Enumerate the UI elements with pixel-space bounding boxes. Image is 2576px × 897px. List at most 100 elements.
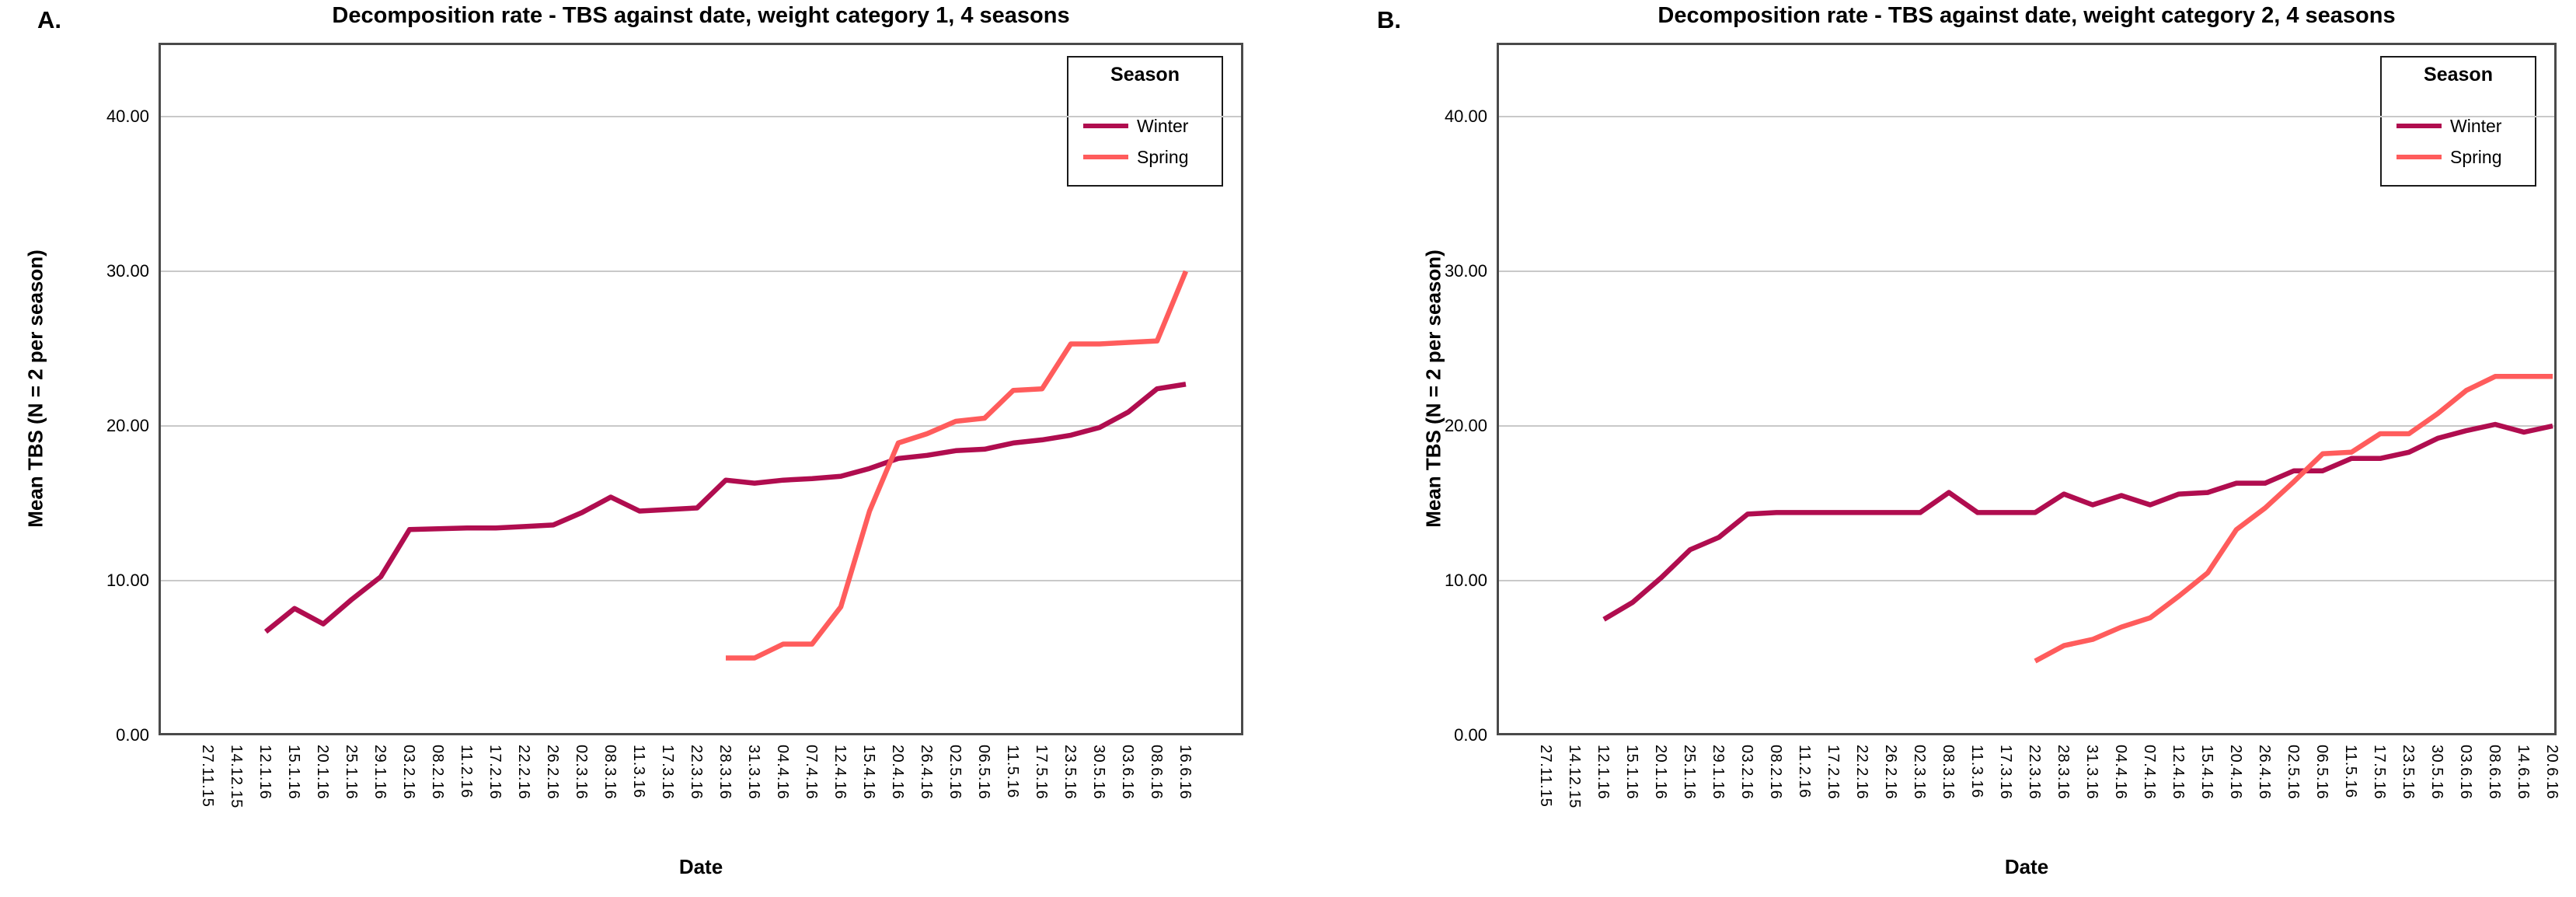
x-tick-label: 15.4.16 — [2198, 745, 2215, 800]
gridline — [161, 580, 1241, 581]
x-tick-label: 02.5.16 — [2285, 745, 2302, 800]
x-tick-label: 15.4.16 — [860, 745, 877, 800]
winter-series-line — [263, 382, 1187, 634]
x-tick-label: 25.1.16 — [343, 745, 360, 800]
x-tick-label: 15.1.16 — [1623, 745, 1640, 800]
x-tick-label: 20.1.16 — [1652, 745, 1669, 800]
x-tick-label: 22.3.16 — [2026, 745, 2043, 800]
x-tick-label: 17.2.16 — [486, 745, 504, 800]
x-tick-label: 30.5.16 — [1090, 745, 1107, 800]
x-tick-label: 20.1.16 — [314, 745, 331, 800]
x-tick-label: 02.3.16 — [1911, 745, 1928, 800]
x-tick-label: 03.2.16 — [400, 745, 417, 800]
legend-label-winter: Winter — [2450, 116, 2502, 136]
x-tick-label: 11.2.16 — [1796, 745, 1813, 798]
x-tick-label: 23.5.16 — [2400, 745, 2417, 800]
x-tick-label: 11.3.16 — [1968, 745, 1985, 798]
x-tick-label: 20.4.16 — [889, 745, 906, 800]
x-axis-label: Date — [2004, 855, 2049, 878]
spring-line-swatch — [2396, 155, 2442, 159]
x-tick-label: 08.6.16 — [2486, 745, 2503, 800]
x-tick-label: 30.5.16 — [2428, 745, 2445, 800]
x-tick-label: 08.3.16 — [601, 745, 619, 800]
y-tick-label: 30.00 — [1444, 261, 1487, 281]
x-tick-label: 17.3.16 — [1997, 745, 2014, 800]
panel-letter: A. — [37, 6, 61, 33]
chart-title: Decomposition rate - TBS against date, w… — [332, 3, 1070, 28]
legend: Season Winter Spring — [1067, 56, 1223, 187]
winter-line-swatch — [1083, 124, 1128, 128]
x-tick-label: 26.4.16 — [918, 745, 935, 800]
x-tick-label: 31.3.16 — [2083, 745, 2100, 800]
x-tick-label: 02.3.16 — [573, 745, 590, 800]
y-tick-label: 20.00 — [1444, 416, 1487, 435]
x-tick-label: 02.5.16 — [946, 745, 964, 800]
x-tick-label: 12.4.16 — [831, 745, 849, 800]
gridline — [161, 116, 1241, 117]
x-tick-label: 08.2.16 — [429, 745, 446, 800]
legend: Season Winter Spring — [2380, 56, 2536, 187]
x-tick-label: 26.2.16 — [544, 745, 561, 800]
x-tick-label: 11.3.16 — [630, 745, 647, 798]
y-tick-label: 30.00 — [106, 261, 149, 281]
x-tick-label: 12.1.16 — [256, 745, 274, 800]
legend-label-spring: Spring — [2450, 147, 2502, 167]
x-tick-label: 08.3.16 — [1940, 745, 1957, 800]
y-tick-label: 0.00 — [1454, 725, 1487, 745]
x-tick-label: 17.3.16 — [659, 745, 676, 800]
y-tick-label: 40.00 — [1444, 106, 1487, 126]
x-tick-label: 14.6.16 — [2515, 745, 2532, 800]
legend-title: Season — [1110, 64, 1180, 86]
x-tick-label: 25.1.16 — [1681, 745, 1698, 800]
series-plot — [1602, 374, 2553, 664]
x-tick-label: 22.3.16 — [688, 745, 705, 800]
x-tick-label: 06.5.16 — [2313, 745, 2330, 800]
x-tick-label: 14.12.15 — [1566, 745, 1583, 808]
legend-label-winter: Winter — [1137, 116, 1189, 136]
x-tick-label: 26.2.16 — [1882, 745, 1899, 800]
gridline — [1499, 270, 2554, 272]
x-tick-label: 20.4.16 — [2227, 745, 2244, 800]
gridline — [1499, 116, 2554, 117]
spring-series-line — [726, 270, 1189, 661]
x-tick-label: 11.5.16 — [2342, 745, 2359, 798]
panel-letter: B. — [1377, 6, 1401, 33]
x-tick-label: 07.4.16 — [803, 745, 820, 800]
winter-line-swatch — [2396, 124, 2442, 128]
y-tick-label: 40.00 — [106, 106, 149, 126]
x-tick-label: 23.5.16 — [1061, 745, 1079, 800]
x-tick-label: 17.5.16 — [2371, 745, 2388, 800]
x-tick-label: 03.6.16 — [2457, 745, 2474, 800]
y-axis-label: Mean TBS (N = 2 per season) — [1421, 250, 1445, 528]
x-tick-label: 27.11.15 — [1537, 745, 1554, 808]
x-tick-label: 29.1.16 — [371, 745, 389, 800]
x-tick-label: 08.2.16 — [1767, 745, 1784, 800]
x-tick-label: 15.1.16 — [285, 745, 302, 800]
series-plot — [263, 270, 1189, 661]
x-tick-label: 07.4.16 — [2141, 745, 2158, 800]
x-tick-label: 04.4.16 — [2112, 745, 2129, 800]
plot-area — [159, 43, 1243, 735]
plot-area — [1497, 43, 2557, 735]
x-tick-label: 12.4.16 — [2170, 745, 2187, 800]
chart-title: Decomposition rate - TBS against date, w… — [1657, 3, 2396, 28]
x-tick-label: 14.12.15 — [228, 745, 245, 808]
y-tick-label: 10.00 — [106, 571, 149, 590]
x-tick-label: 08.6.16 — [1148, 745, 1165, 800]
x-tick-label: 22.2.16 — [1853, 745, 1870, 800]
x-tick-label: 11.2.16 — [458, 745, 475, 798]
gridline — [161, 425, 1241, 427]
x-tick-label: 12.1.16 — [1595, 745, 1612, 800]
y-axis-label: Mean TBS (N = 2 per season) — [23, 250, 47, 528]
x-tick-label: 03.6.16 — [1119, 745, 1136, 800]
x-tick-label: 31.3.16 — [745, 745, 762, 800]
x-tick-label: 03.2.16 — [1738, 745, 1755, 800]
x-tick-label: 04.4.16 — [774, 745, 791, 800]
x-tick-label: 28.3.16 — [2055, 745, 2072, 800]
x-tick-label: 17.2.16 — [1825, 745, 1842, 800]
gridline — [161, 270, 1241, 272]
x-axis-label: Date — [678, 855, 723, 878]
gridline — [1499, 425, 2554, 427]
x-tick-label: 29.1.16 — [1710, 745, 1727, 800]
y-tick-label: 0.00 — [116, 725, 149, 745]
